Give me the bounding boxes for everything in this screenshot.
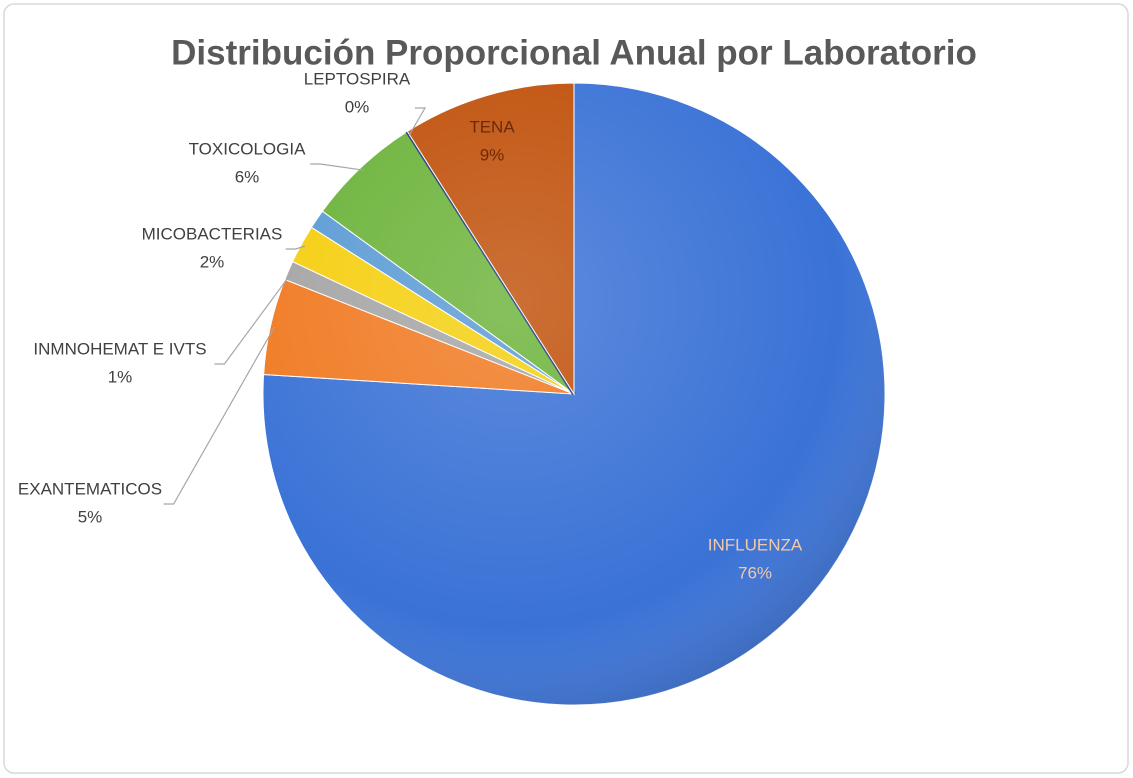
chart-title: Distribución Proporcional Anual por Labo…	[171, 33, 977, 72]
leader-line	[408, 107, 427, 136]
leader-line	[310, 163, 364, 171]
slice-label-value: 76%	[738, 563, 772, 582]
slice-label-name: TENA	[469, 117, 515, 136]
slice-label-name: EXANTEMATICOS	[18, 479, 162, 498]
slice-label-value: 9%	[480, 145, 505, 164]
leader-line	[285, 245, 306, 250]
slice-label-name: INMNOHEMAT E IVTS	[33, 339, 206, 358]
slice-label-value: 2%	[200, 252, 225, 271]
slice-label-name: LEPTOSPIRA	[304, 69, 411, 88]
leader-line	[214, 271, 293, 365]
slice-label-name: INFLUENZA	[708, 535, 803, 554]
slice-label-name: MICOBACTERIAS	[142, 224, 283, 243]
slice-label-name: TOXICOLOGIA	[189, 139, 306, 158]
slice-label-value: 6%	[235, 167, 260, 186]
slice-label-value: 1%	[108, 367, 133, 386]
slice-label-value: 5%	[78, 507, 103, 526]
slice-label-value: 0%	[345, 97, 370, 116]
leader-line	[163, 326, 275, 505]
